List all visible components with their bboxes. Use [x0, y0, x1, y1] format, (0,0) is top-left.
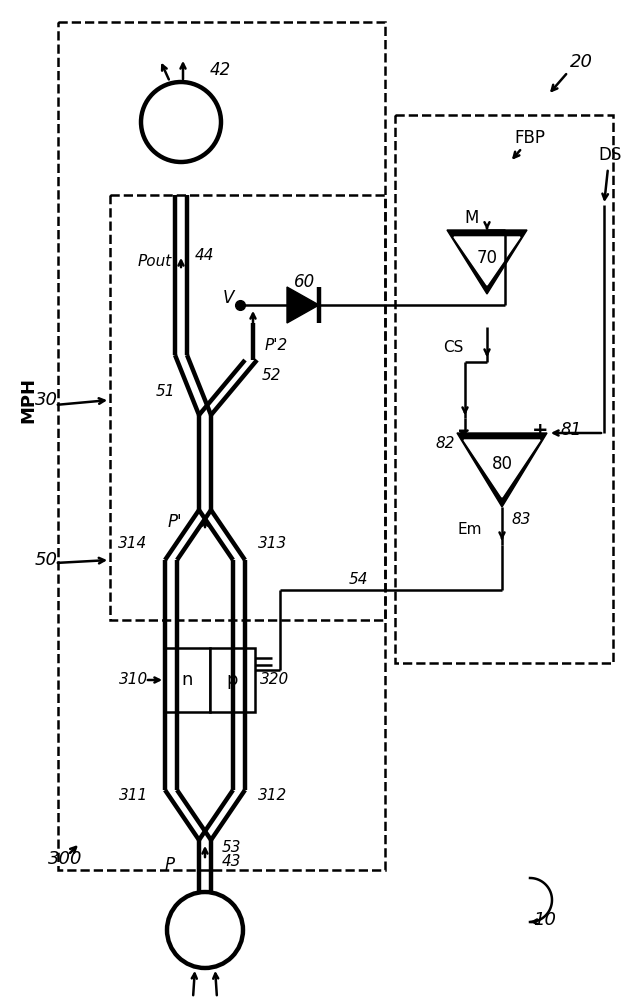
Polygon shape [447, 230, 527, 294]
Text: +: + [531, 420, 548, 440]
Text: FBP: FBP [514, 129, 545, 147]
Bar [58, 22, 385, 870]
Text: MPH: MPH [19, 377, 37, 423]
Text: n: n [181, 671, 193, 689]
Text: P'2: P'2 [265, 338, 288, 353]
Text: 310: 310 [119, 672, 148, 688]
Polygon shape [457, 433, 547, 507]
Text: 82: 82 [436, 436, 455, 450]
Text: 50: 50 [35, 551, 58, 569]
Text: 311: 311 [119, 788, 148, 802]
Text: CS: CS [443, 340, 463, 356]
Text: Pout: Pout [138, 254, 172, 269]
Text: 70: 70 [477, 249, 498, 267]
Text: Em: Em [457, 522, 482, 538]
Bar [210, 648, 255, 712]
Text: 10: 10 [533, 911, 556, 929]
Text: 300: 300 [48, 850, 82, 868]
Text: 52: 52 [262, 367, 281, 382]
Polygon shape [464, 440, 540, 497]
Text: 42: 42 [210, 61, 231, 79]
Text: 320: 320 [260, 672, 289, 688]
Polygon shape [454, 237, 520, 285]
Text: 53: 53 [222, 840, 242, 856]
Bar [110, 195, 385, 620]
Text: -: - [458, 420, 466, 440]
Text: 60: 60 [294, 273, 316, 291]
Bar [395, 115, 613, 663]
Text: 44: 44 [195, 247, 214, 262]
Text: 81: 81 [560, 421, 581, 439]
Text: P: P [165, 856, 175, 874]
Text: V: V [222, 289, 234, 307]
Text: 314: 314 [118, 536, 147, 550]
Text: M: M [465, 209, 479, 227]
Text: 20: 20 [570, 53, 593, 71]
Text: 83: 83 [512, 512, 531, 528]
Text: P': P' [168, 513, 182, 531]
Text: 51: 51 [156, 384, 175, 399]
Text: 312: 312 [258, 788, 287, 802]
Text: 54: 54 [348, 572, 368, 587]
Text: 43: 43 [222, 854, 242, 869]
Text: p: p [226, 671, 238, 689]
Text: 80: 80 [491, 455, 512, 473]
Text: 30: 30 [35, 391, 58, 409]
Text: DS: DS [598, 146, 621, 164]
Text: 313: 313 [258, 536, 287, 550]
Bar [165, 648, 210, 712]
Polygon shape [287, 287, 319, 323]
